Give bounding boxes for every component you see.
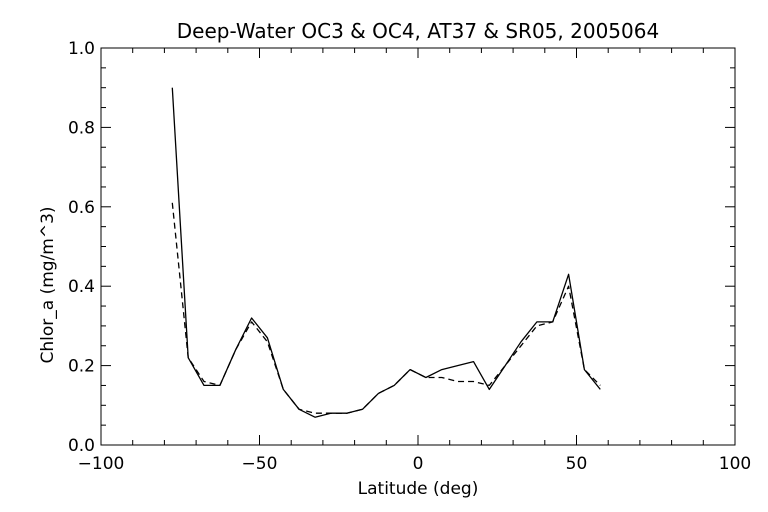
plot-frame (100, 47, 736, 446)
x-tick-label: −100 (78, 454, 125, 474)
series-line-solid (171, 87, 601, 418)
x-axis-label: Latitude (deg) (358, 479, 479, 499)
y-tick-label: 0.4 (68, 277, 95, 297)
x-tick-label: 100 (719, 454, 751, 474)
x-tick-label: 0 (413, 454, 424, 474)
axis-tick-labels: −100 −50 0 50 100 0.0 0.2 0.4 0.6 0.8 1.0 (68, 39, 751, 474)
series-line-dashed (171, 202, 601, 414)
y-axis-label: Chlor_a (mg/m^3) (38, 206, 58, 363)
chart-title: Deep-Water OC3 & OC4, AT37 & SR05, 20050… (177, 19, 659, 43)
y-tick-label: 0.6 (68, 198, 95, 218)
y-tick-label: 1.0 (68, 39, 95, 59)
axis-ticks (100, 47, 736, 446)
y-tick-label: 0.8 (68, 118, 95, 138)
x-tick-label: 50 (566, 454, 588, 474)
series-group (171, 87, 601, 418)
x-tick-label: −50 (242, 454, 278, 474)
y-tick-label: 0.2 (68, 357, 95, 377)
y-tick-label: 0.0 (68, 436, 95, 456)
